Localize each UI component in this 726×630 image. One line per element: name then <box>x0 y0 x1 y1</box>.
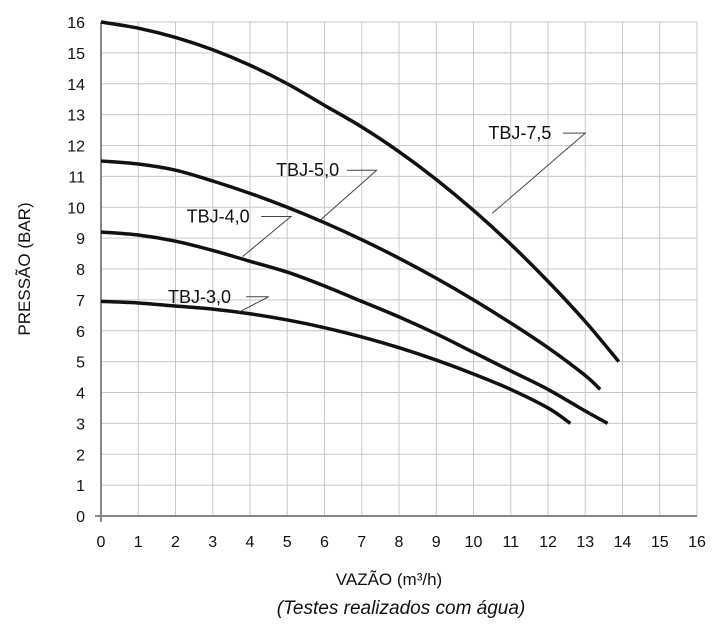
x-tick-label: 13 <box>576 534 594 551</box>
y-tick-label: 2 <box>76 447 85 464</box>
chart-axes <box>95 22 697 522</box>
y-tick-label: 16 <box>67 15 85 32</box>
x-tick-label: 0 <box>97 534 106 551</box>
y-tick-label: 15 <box>67 46 85 63</box>
y-axis-title: PRESSÃO (BAR) <box>15 202 34 335</box>
pump-curves <box>100 20 621 425</box>
y-tick-label: 1 <box>76 478 85 495</box>
series-line-tbj-5-0 <box>100 159 602 391</box>
x-tick-label: 4 <box>246 534 255 551</box>
x-tick-label: 9 <box>432 534 441 551</box>
x-tick-label: 6 <box>320 534 329 551</box>
x-tick-label: 3 <box>208 534 217 551</box>
test-note: (Testes realizados com água) <box>277 598 526 619</box>
x-tick-label: 2 <box>171 534 180 551</box>
series-label-tbj-7-5: TBJ-7,5 <box>488 123 551 143</box>
x-tick-label: 1 <box>134 534 143 551</box>
series-label-tbj-3-0: TBJ-3,0 <box>168 287 231 307</box>
x-tick-label: 16 <box>688 534 706 551</box>
series-label-tbj-5-0: TBJ-5,0 <box>276 160 339 180</box>
y-tick-label: 6 <box>76 324 85 341</box>
x-axis-title: VAZÃO (m³/h) <box>336 570 442 589</box>
x-tick-label: 15 <box>651 534 669 551</box>
y-tick-label: 11 <box>68 169 85 186</box>
y-tick-label: 10 <box>67 200 85 217</box>
y-tick-label: 9 <box>76 231 85 248</box>
leader-line-tbj-3-0 <box>238 296 269 313</box>
x-tick-label: 5 <box>283 534 292 551</box>
y-tick-label: 7 <box>76 293 85 310</box>
x-tick-label: 12 <box>539 534 557 551</box>
leader-line-tbj-4-0 <box>242 216 293 258</box>
y-tick-label: 12 <box>67 139 85 156</box>
x-tick-label: 7 <box>357 534 366 551</box>
series-line-tbj-4-0 <box>100 230 609 425</box>
series-line-tbj-7-5 <box>100 20 621 363</box>
x-tick-labels: 0 1 2 3 4 5 6 7 8 9 10 11 12 13 14 15 16 <box>97 534 706 551</box>
x-tick-label: 14 <box>614 534 632 551</box>
y-tick-label: 8 <box>76 262 85 279</box>
y-tick-label: 14 <box>67 77 85 94</box>
y-tick-label: 13 <box>67 108 85 125</box>
series-label-tbj-4-0: TBJ-4,0 <box>187 207 250 227</box>
x-tick-label: 11 <box>502 534 519 551</box>
leader-line-tbj-5-0 <box>320 169 378 220</box>
leader-line-tbj-7-5 <box>491 132 587 214</box>
series-annotations: TBJ-7,5 TBJ-5,0 TBJ-4,0 TBJ-3,0 <box>168 123 587 313</box>
x-tick-label: 10 <box>465 534 483 551</box>
y-tick-label: 0 <box>76 509 85 526</box>
y-tick-label: 4 <box>76 386 85 403</box>
y-tick-label: 3 <box>76 416 85 433</box>
y-tick-label: 5 <box>76 355 85 372</box>
series-line-tbj-3-0 <box>100 299 572 425</box>
x-tick-label: 8 <box>395 534 404 551</box>
chart-grid <box>100 21 698 517</box>
